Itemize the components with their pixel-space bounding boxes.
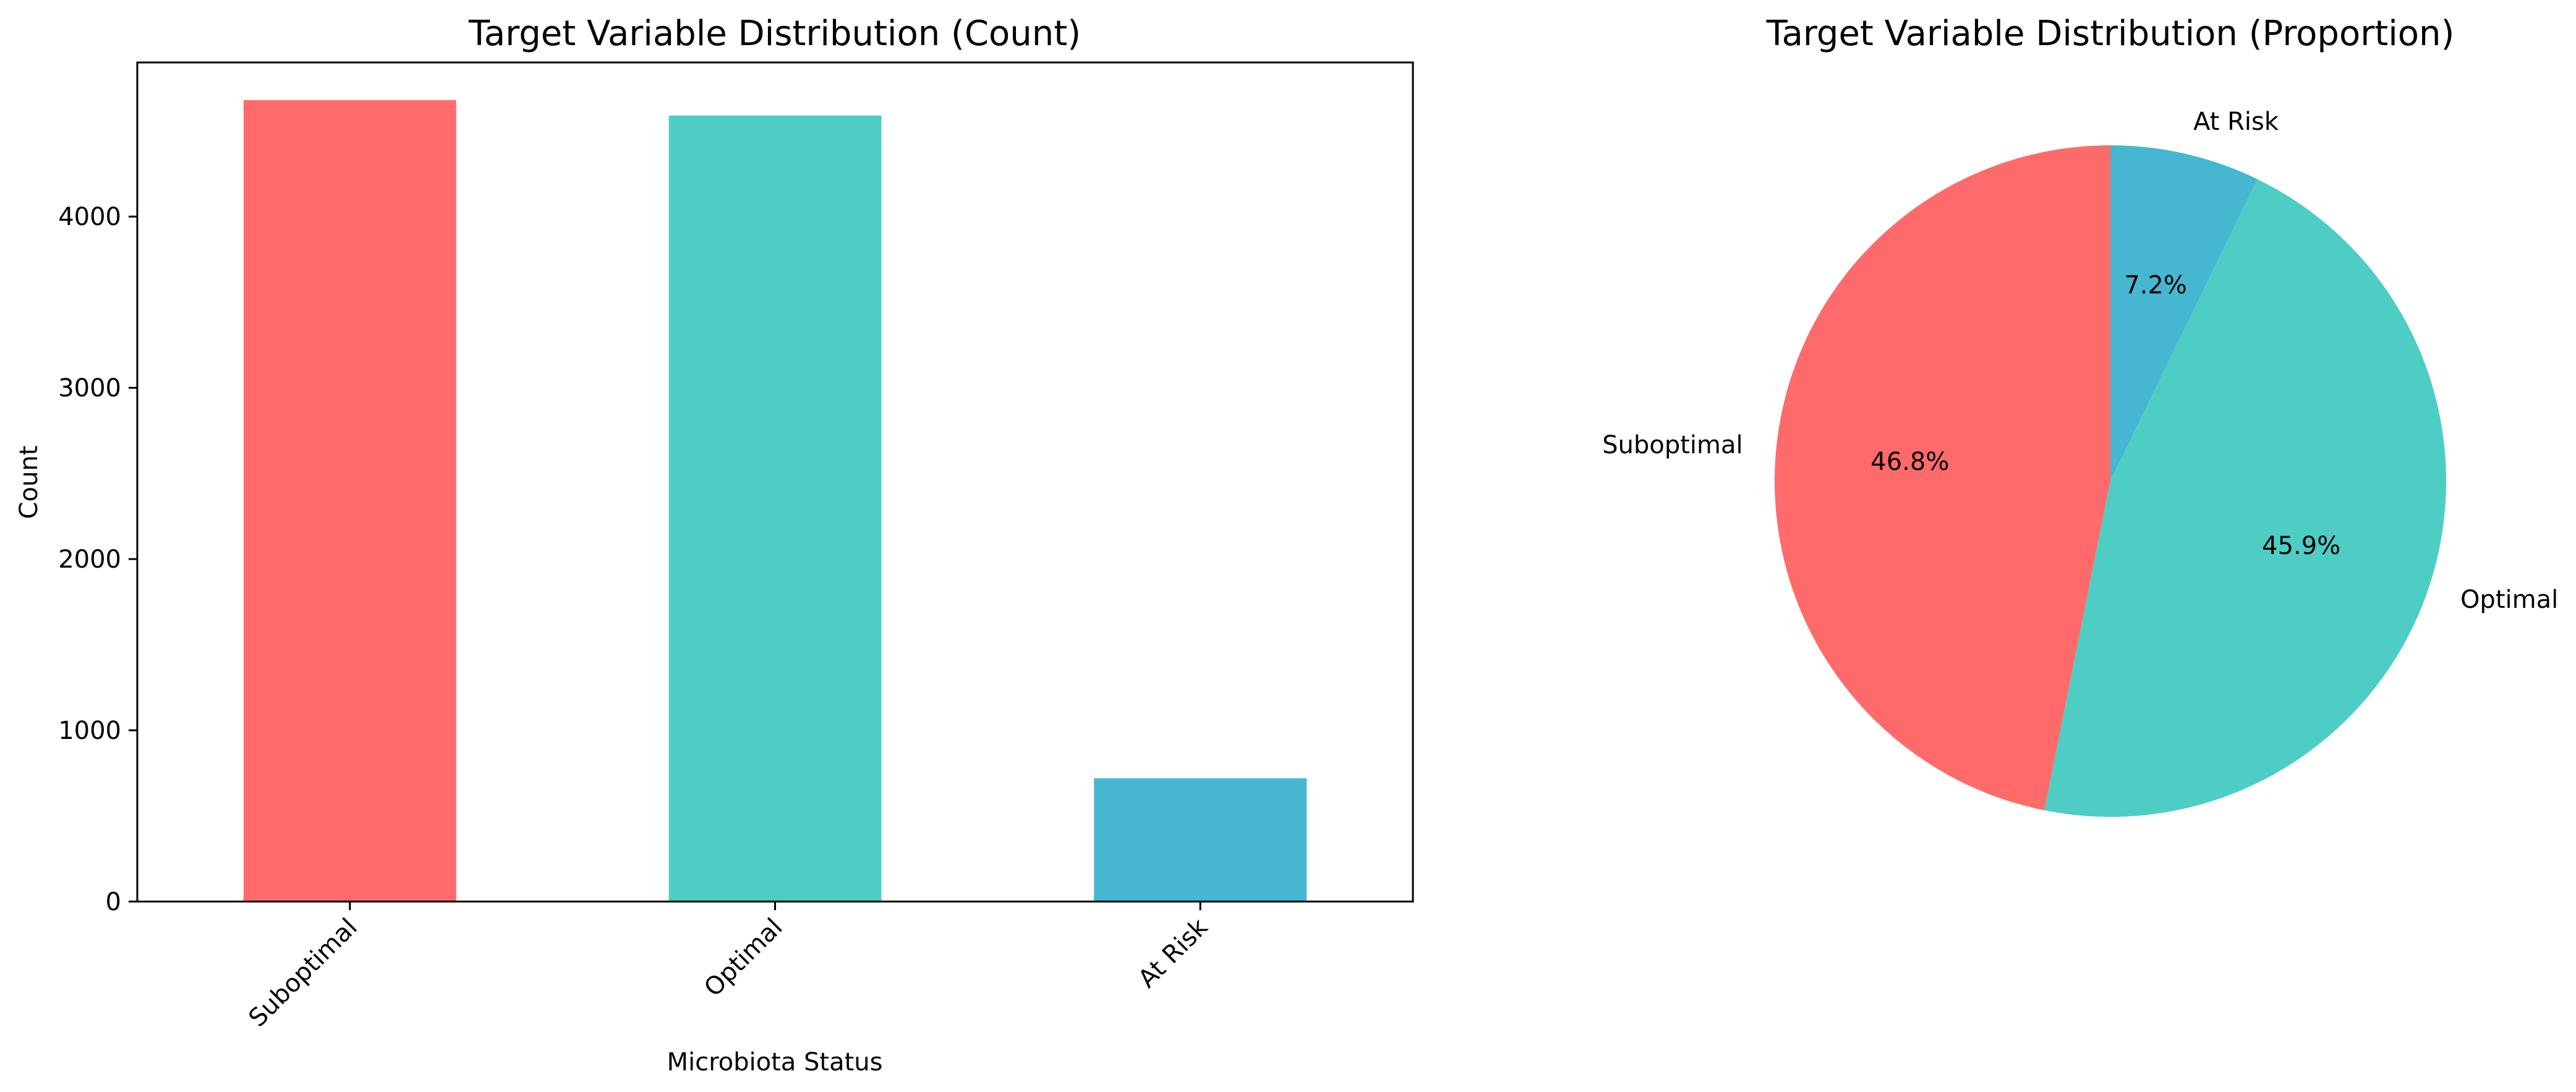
- pie-label-at-risk: At Risk: [2193, 108, 2279, 136]
- pie-labels: Suboptimal 46.8% Optimal 45.9% At Risk 7.2%: [1602, 108, 2558, 614]
- y-tick-label-2000: 2000: [58, 545, 121, 574]
- pie-chart: Target Variable Distribution (Proportion…: [1602, 14, 2558, 817]
- pie-marks: [1775, 145, 2446, 817]
- y-tick-label-3000: 3000: [58, 374, 121, 403]
- bar-suboptimal: [243, 100, 456, 902]
- pie-pct-optimal: 45.9%: [2262, 532, 2340, 560]
- pie-label-suboptimal: Suboptimal: [1602, 431, 1742, 459]
- pie-slice-at-risk: [2110, 145, 2258, 481]
- pie-label-optimal: Optimal: [2460, 586, 2558, 614]
- bar-plot-frame: [136, 61, 1414, 903]
- y-tick-label-1000: 1000: [58, 717, 121, 745]
- pie-slice-optimal: [2044, 179, 2446, 817]
- y-tick-label-4000: 4000: [58, 203, 121, 231]
- bar-x-axis-label: Microbiota Status: [667, 1048, 882, 1077]
- pie-pct-suboptimal: 46.8%: [1870, 448, 1949, 476]
- bar-y-axis-label: Count: [15, 446, 43, 519]
- bar-at-risk: [1094, 778, 1307, 902]
- pie-slice-suboptimal: [1775, 145, 2110, 811]
- pie-pct-at-risk: 7.2%: [2124, 271, 2187, 300]
- y-tick-label-0: 0: [106, 888, 121, 916]
- bar-optimal: [668, 115, 882, 902]
- bar-chart-title: Target Variable Distribution (Count): [468, 14, 1081, 54]
- pie-chart-title: Target Variable Distribution (Proportion…: [1766, 14, 2455, 54]
- bar-marks: [243, 100, 1307, 902]
- bar-y-axis: 0 1000 2000 3000 4000: [58, 203, 137, 916]
